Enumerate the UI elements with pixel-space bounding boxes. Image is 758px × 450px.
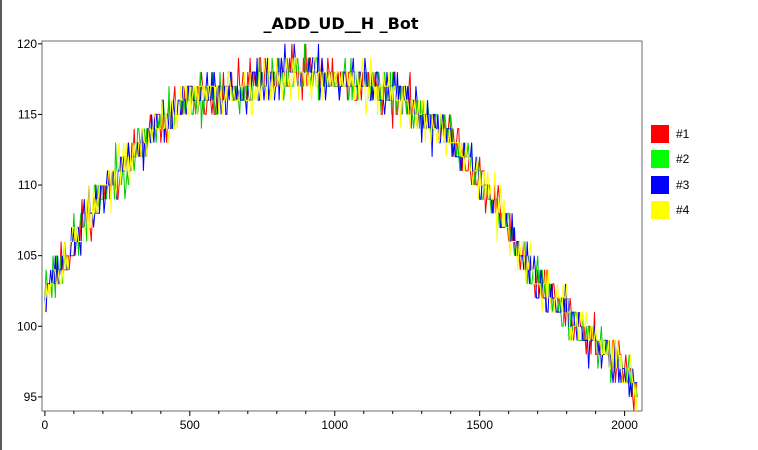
y-tick-label: 100	[17, 319, 37, 333]
legend-swatch	[651, 124, 669, 143]
x-tick-label: 2000	[611, 418, 638, 432]
x-tick-label: 1000	[321, 418, 348, 432]
legend-swatch	[651, 150, 669, 169]
legend-label: #4	[676, 203, 690, 218]
y-tick-label: 120	[17, 37, 37, 51]
series-line-4	[44, 57, 638, 412]
x-tick-label: 0	[42, 418, 49, 432]
y-tick-label: 95	[24, 390, 38, 404]
legend: #1 #2 #3 #4	[651, 121, 711, 223]
series-line-3	[44, 43, 638, 397]
window-left-edge	[0, 0, 2, 450]
chart-title: _ADD_UD__H _Bot	[263, 14, 418, 33]
y-tick-label: 110	[18, 178, 37, 192]
legend-item-2[interactable]: #2	[651, 147, 711, 173]
x-axis: 0 500 1000 1500 2000	[42, 411, 638, 432]
legend-label: #3	[676, 177, 690, 192]
y-tick-label: 115	[18, 107, 37, 121]
legend-item-3[interactable]: #3	[651, 172, 711, 198]
legend-item-4[interactable]: #4	[651, 198, 711, 224]
legend-item-1[interactable]: #1	[651, 121, 711, 147]
legend-swatch	[651, 175, 669, 194]
y-axis: 95 100 105 110 115 120	[17, 37, 42, 404]
series-layer	[44, 43, 638, 412]
x-tick-label: 500	[180, 418, 200, 432]
y-tick-label: 105	[17, 249, 37, 263]
legend-label: #2	[676, 152, 690, 167]
x-tick-label: 1500	[466, 418, 493, 432]
legend-swatch	[651, 201, 669, 220]
legend-label: #1	[676, 126, 690, 141]
plot-area	[41, 40, 643, 412]
